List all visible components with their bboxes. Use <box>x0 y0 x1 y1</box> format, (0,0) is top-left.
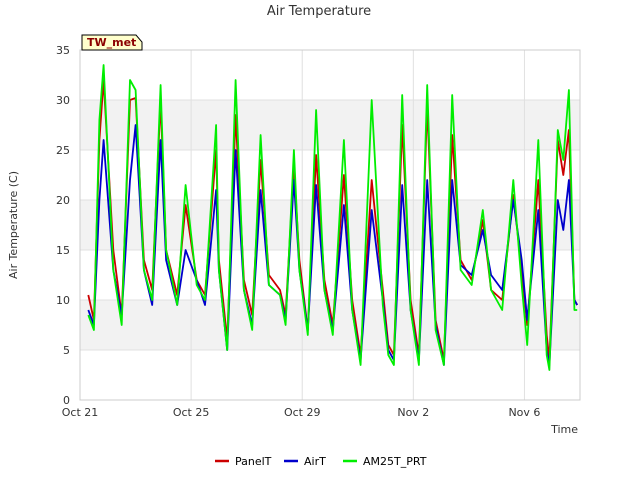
site-label-box <box>81 34 143 51</box>
chart-title: Air Temperature <box>267 4 371 19</box>
y-tick-label: 30 <box>56 94 70 107</box>
y-axis-ticks: 0 5 10 15 20 25 30 35 <box>56 44 70 407</box>
x-tick-label: Oct 29 <box>284 406 321 419</box>
x-tick-label: Nov 6 <box>508 406 540 419</box>
legend-label: AirT <box>304 455 326 468</box>
series-line-am25t-prt <box>87 64 578 371</box>
y-tick-label: 20 <box>56 194 70 207</box>
legend-label: AM25T_PRT <box>363 455 427 468</box>
x-tick-label: Oct 25 <box>173 406 210 419</box>
y-tick-label: 0 <box>63 394 70 407</box>
y-tick-label: 10 <box>56 294 70 307</box>
x-axis-ticks: Oct 21 Oct 25 Oct 29 Nov 2 Nov 6 <box>62 406 541 419</box>
plot-area-border <box>79 49 581 401</box>
y-tick-label: 15 <box>56 244 70 257</box>
x-tick-label: Nov 2 <box>397 406 429 419</box>
x-tick-label: Oct 21 <box>62 406 99 419</box>
series-lines <box>87 64 578 371</box>
plot-band <box>80 100 580 150</box>
chart-legend: PanelT AirT AM25T_PRT <box>215 455 427 468</box>
y-axis-label: Air Temperature (C) <box>7 171 20 279</box>
site-label-badge: TW_met <box>81 34 143 51</box>
legend-label: PanelT <box>235 455 272 468</box>
y-tick-label: 5 <box>63 344 70 357</box>
site-label-text: TW_met <box>87 36 136 49</box>
y-tick-label: 25 <box>56 144 70 157</box>
x-axis-label: Time <box>550 423 578 436</box>
y-tick-label: 35 <box>56 44 70 57</box>
